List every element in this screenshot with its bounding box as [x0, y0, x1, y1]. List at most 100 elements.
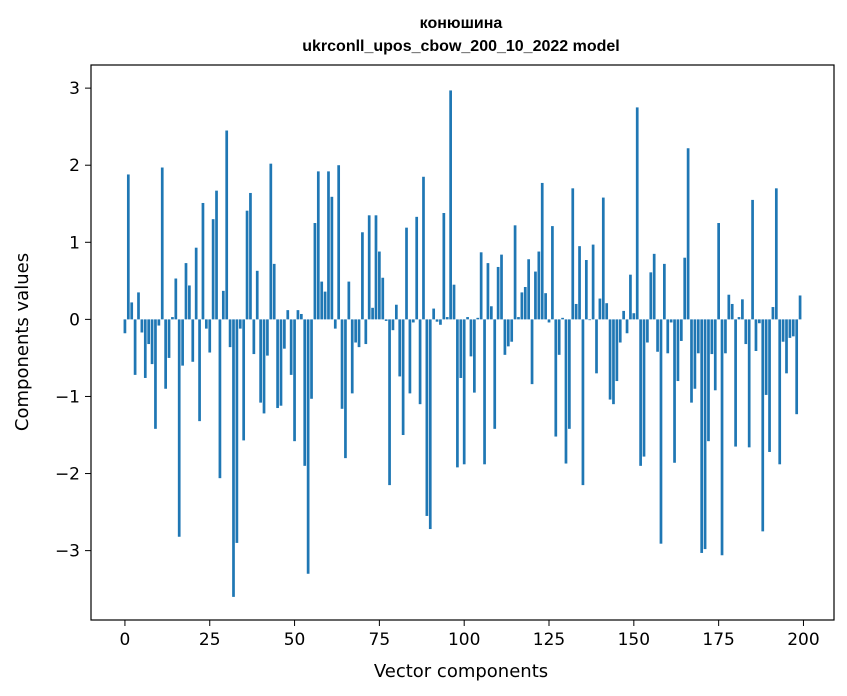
bar-12 [164, 319, 167, 389]
bar-160 [666, 319, 670, 354]
bar-88 [422, 176, 425, 320]
bar-14 [171, 317, 174, 320]
bar-163 [676, 319, 680, 382]
bar-87 [418, 319, 422, 405]
bar-65 [344, 319, 347, 459]
bar-23 [201, 202, 205, 320]
bar-110 [496, 266, 500, 320]
bar-3 [133, 319, 137, 375]
bar-188 [761, 319, 765, 532]
bar-6 [143, 319, 147, 378]
bar-90 [428, 319, 432, 530]
bar-62 [333, 319, 337, 329]
bar-58 [320, 281, 324, 320]
bar-4 [137, 292, 140, 320]
bar-43 [269, 163, 273, 320]
bar-20 [191, 319, 195, 362]
bar-182 [741, 299, 744, 320]
bar-38 [252, 319, 256, 355]
bar-69 [357, 319, 361, 348]
bar-0 [123, 319, 127, 334]
bar-7 [147, 319, 151, 345]
bar-60 [327, 171, 330, 320]
bar-57 [316, 171, 320, 320]
bar-61 [330, 196, 334, 320]
bar-164 [679, 319, 683, 341]
bar-165 [683, 257, 687, 320]
bar-19 [188, 285, 191, 320]
bar-173 [710, 319, 714, 355]
bar-54 [306, 319, 310, 574]
bar-189 [764, 319, 768, 395]
bar-133 [574, 303, 578, 320]
x-axis-label: Vector components [374, 661, 548, 682]
bar-114 [510, 319, 514, 342]
bar-32 [232, 319, 235, 597]
bar-156 [652, 253, 656, 320]
bar-71 [364, 319, 368, 345]
bar-155 [649, 272, 653, 320]
bar-100 [462, 319, 466, 465]
y-axis-label: Components values [12, 253, 33, 431]
bar-116 [517, 317, 520, 320]
bar-154 [646, 319, 649, 343]
bar-80 [394, 304, 398, 320]
bar-190 [768, 319, 771, 452]
bars-group [123, 90, 802, 597]
bar-94 [442, 213, 446, 320]
bar-176 [720, 319, 724, 556]
bar-115 [513, 225, 517, 320]
bar-85 [411, 319, 415, 323]
x-tick-label: 50 [284, 630, 306, 650]
bar-35 [242, 319, 246, 441]
bar-157 [656, 319, 659, 352]
bar-76 [381, 277, 385, 320]
x-tick-label: 75 [369, 630, 391, 650]
x-tick-label: 175 [702, 630, 734, 650]
y-tick-label: −3 [55, 542, 80, 562]
bar-64 [340, 319, 344, 409]
bar-113 [506, 319, 510, 347]
bar-181 [737, 317, 741, 320]
bar-194 [781, 319, 785, 342]
bar-11 [160, 167, 164, 320]
bar-68 [354, 319, 357, 343]
bar-135 [581, 319, 585, 486]
y-tick-label: 3 [69, 79, 80, 99]
x-tick-label: 150 [618, 630, 650, 650]
bar-159 [663, 263, 666, 320]
bar-63 [337, 165, 341, 320]
bar-101 [466, 317, 469, 320]
bar-27 [215, 190, 218, 320]
bar-179 [730, 303, 734, 320]
bar-82 [401, 319, 405, 436]
bar-106 [483, 319, 486, 465]
bar-86 [415, 216, 419, 320]
bar-74 [374, 215, 378, 320]
bar-147 [622, 310, 626, 320]
bar-109 [493, 319, 497, 429]
bar-33 [235, 319, 239, 543]
chart-title: конюшина [420, 15, 503, 32]
bar-18 [184, 263, 188, 320]
bar-124 [544, 293, 547, 320]
bar-95 [445, 317, 449, 320]
bar-44 [272, 263, 276, 320]
bar-142 [605, 303, 609, 320]
bar-48 [286, 310, 290, 320]
bar-10 [157, 319, 161, 326]
bar-25 [208, 319, 212, 353]
bar-72 [367, 215, 371, 320]
bar-39 [255, 270, 259, 320]
bar-56 [313, 223, 317, 320]
y-tick-label: 1 [69, 233, 80, 253]
bar-13 [167, 319, 171, 358]
bar-59 [323, 291, 327, 320]
bar-66 [347, 281, 351, 320]
bar-146 [618, 319, 622, 343]
bar-132 [571, 188, 575, 320]
bar-30 [225, 130, 229, 320]
bar-141 [601, 197, 605, 320]
bar-47 [283, 319, 286, 349]
